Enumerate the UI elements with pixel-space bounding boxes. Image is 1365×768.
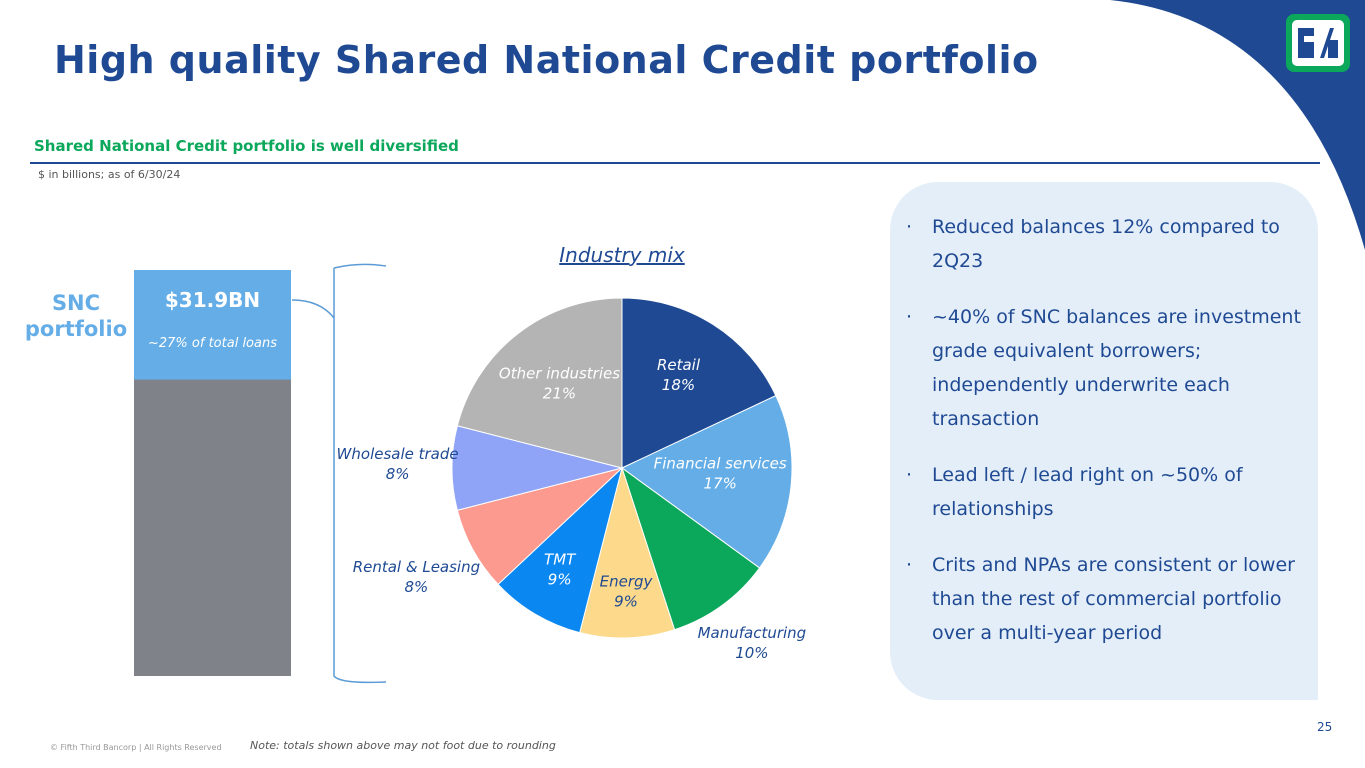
slice-label: Energy 9% <box>600 572 654 610</box>
footnote: Note: totals shown above may not foot du… <box>250 739 556 752</box>
bracket <box>291 263 387 684</box>
rule <box>30 162 1320 164</box>
slice-name: TMT <box>544 550 577 568</box>
slice-value: 18% <box>662 376 695 394</box>
slice-name: Energy <box>600 572 654 590</box>
pie-title: Industry mix <box>559 243 685 267</box>
slice-name: Wholesale trade <box>337 445 459 463</box>
slice-name: Other industries <box>499 364 620 382</box>
pie-slice <box>621 297 777 469</box>
slice-value: 9% <box>548 570 572 588</box>
bullet: Crits and NPAs are consistent or lower t… <box>906 548 1311 650</box>
pie-slice <box>621 394 793 569</box>
bar-label-line: portfolio <box>25 317 127 341</box>
bar-label-line: SNC <box>52 291 100 315</box>
slice-name: Rental & Leasing <box>353 558 480 576</box>
slice-value: 21% <box>543 384 576 402</box>
pie-slice <box>621 466 761 631</box>
slice-label: Financial services 17% <box>654 454 787 492</box>
logo-mark <box>1298 28 1338 58</box>
bullet-list: Reduced balances 12% compared to 2Q23 ~40… <box>906 210 1311 672</box>
slice-name: Retail <box>657 356 701 374</box>
slice-label: Manufacturing 10% <box>698 624 807 662</box>
slice-value: 8% <box>405 578 429 596</box>
slice-value: 9% <box>614 592 638 610</box>
slice-label: Other industries 21% <box>499 364 620 402</box>
slice-value: 17% <box>703 474 736 492</box>
copyright: © Fifth Third Bancorp | All Rights Reser… <box>50 743 222 752</box>
slice-label: Wholesale trade 8% <box>337 445 459 483</box>
units-note: $ in billions; as of 6/30/24 <box>38 168 181 181</box>
bar-label: SNC portfolio <box>25 291 127 341</box>
page-number: 25 <box>1317 720 1333 734</box>
pie-slice <box>497 466 623 634</box>
bar-segment <box>134 270 291 380</box>
bullet: Lead left / lead right on ~50% of relati… <box>906 458 1311 526</box>
section-title: Shared National Credit portfolio is well… <box>34 137 459 155</box>
slide-title: High quality Shared National Credit port… <box>54 38 1039 82</box>
slice-label: Rental & Leasing 8% <box>353 558 480 596</box>
slice-value: 10% <box>735 644 768 662</box>
bullet: Reduced balances 12% compared to 2Q23 <box>906 210 1311 278</box>
bar-amount-label: $31.9BN <box>165 288 260 312</box>
pie-slice <box>579 466 676 639</box>
slice-label: Retail 18% <box>657 356 701 394</box>
slice-label: TMT 9% <box>544 550 577 588</box>
bar-share-label: ~27% of total loans <box>148 336 277 351</box>
slice-name: Financial services <box>654 454 787 472</box>
slice-name: Manufacturing <box>698 624 807 642</box>
slice-value: 8% <box>386 465 410 483</box>
pie-slice <box>456 297 623 469</box>
bullet: ~40% of SNC balances are investment grad… <box>906 300 1311 436</box>
